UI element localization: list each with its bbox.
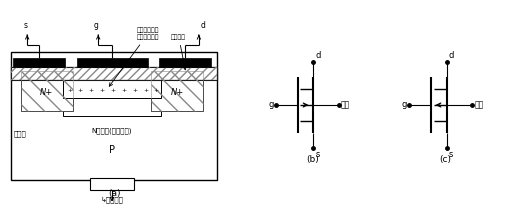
- Text: g: g: [94, 21, 99, 30]
- Text: d: d: [201, 21, 206, 30]
- Text: ↳村底引线: ↳村底引线: [101, 196, 123, 203]
- Text: +: +: [143, 88, 148, 93]
- Bar: [62, 80, 161, 98]
- Text: (c): (c): [439, 155, 451, 164]
- Bar: [21, 71, 72, 111]
- Text: d: d: [316, 51, 321, 60]
- Bar: [12, 66, 217, 80]
- Text: +: +: [100, 88, 105, 93]
- Text: s: s: [316, 150, 320, 159]
- Text: s: s: [448, 150, 453, 159]
- Text: 村底: 村底: [474, 101, 484, 110]
- Text: g: g: [402, 99, 407, 108]
- Bar: [77, 58, 148, 68]
- Text: 二氧化硅: 二氧化硅: [171, 34, 186, 70]
- Text: +: +: [154, 88, 159, 93]
- Text: +: +: [110, 88, 116, 93]
- Text: P: P: [109, 145, 115, 155]
- Text: +: +: [89, 88, 94, 93]
- Bar: [12, 66, 217, 80]
- Text: g: g: [268, 99, 274, 108]
- Text: N+: N+: [40, 88, 54, 97]
- Bar: [160, 58, 211, 68]
- Bar: [152, 71, 203, 111]
- Text: +: +: [132, 88, 138, 93]
- Text: 村底: 村底: [341, 101, 350, 110]
- Bar: [90, 178, 134, 190]
- Text: +: +: [78, 88, 83, 93]
- Text: N+: N+: [171, 88, 184, 97]
- Text: (b): (b): [306, 155, 319, 164]
- Text: s: s: [23, 21, 27, 30]
- Text: 耗尽层: 耗尽层: [13, 130, 26, 137]
- Text: d: d: [448, 51, 454, 60]
- Bar: [21, 71, 72, 111]
- Bar: [152, 71, 203, 111]
- Text: 掺杂后具有正
离子的绝缘层: 掺杂后具有正 离子的绝缘层: [109, 28, 159, 86]
- Bar: [12, 52, 217, 180]
- Bar: [62, 98, 161, 116]
- Text: +: +: [121, 88, 127, 93]
- Text: N型沟道(初始沟道): N型沟道(初始沟道): [92, 127, 132, 134]
- Bar: [13, 58, 65, 68]
- Text: +: +: [67, 88, 72, 93]
- Text: (a): (a): [109, 189, 121, 198]
